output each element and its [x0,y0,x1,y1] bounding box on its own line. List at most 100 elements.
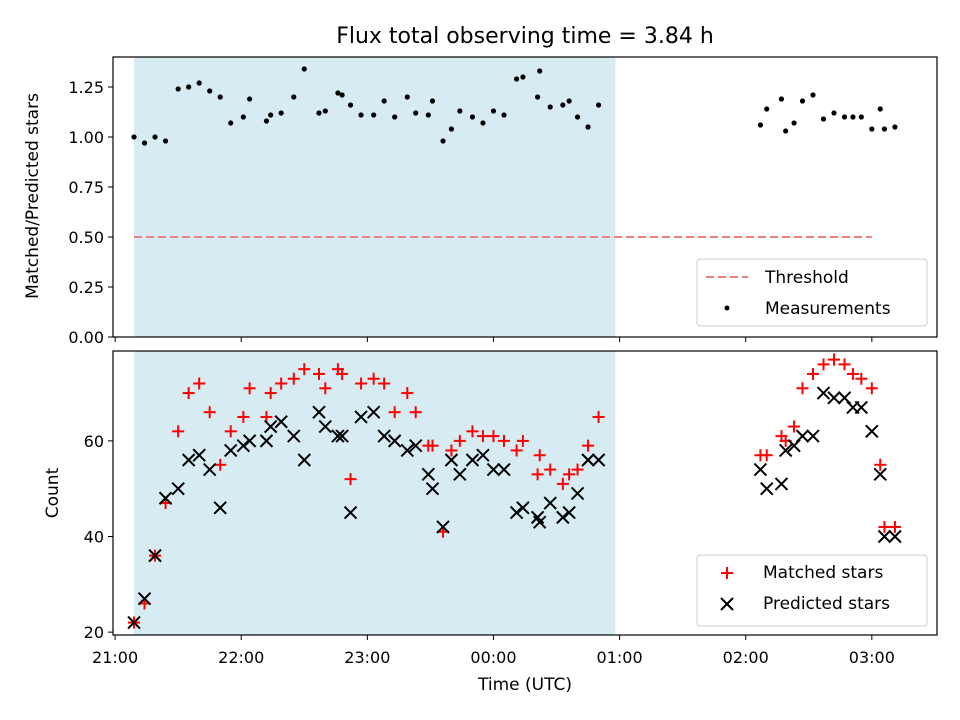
matched-star-point [865,382,878,395]
predicted-star-point [224,443,238,458]
matched-star-point [426,439,439,452]
x-tick-label: 02:00 [723,648,769,667]
predicted-star-point [453,467,467,482]
top-y-tick-label: 0.00 [68,328,104,347]
measurement-point [347,102,354,108]
matched-star-point [224,425,237,438]
top-y-tick-label: 0.50 [68,228,104,247]
matched-star-point [878,520,891,533]
legend-predicted-label: Predicted stars [763,594,890,614]
predicted-star-point [873,467,887,482]
measurement-point [448,126,455,132]
measurement-point [413,110,419,116]
measurement-point [316,110,322,116]
matched-star-point [287,372,300,385]
matched-star-point [838,358,851,371]
predicted-star-point [760,481,774,496]
predicted-star-point [137,591,152,606]
measurement-point [175,86,181,92]
measurement-point [783,128,789,134]
matched-star-point [344,473,357,486]
predicted-star-point [331,429,345,443]
matched-star-point [214,458,227,471]
predicted-star-point [865,424,879,439]
measurement-point [513,76,520,82]
matched-star-point [193,377,206,390]
measurement-point [228,120,234,126]
measurement-point [574,114,581,120]
measurement-point [535,94,541,100]
bottom-y-axis-label: Count [43,467,63,518]
predicted-star-point [516,501,530,515]
matched-star-point [237,410,250,423]
predicted-star-point [570,486,585,501]
legend-measurements-label: Measurements [765,299,891,319]
predicted-star-point [366,405,381,419]
top-axes-frame [112,56,938,338]
predicted-star-point [476,448,490,462]
matched-star-point [592,410,605,423]
predicted-star-point [354,410,368,424]
bottom-panel: Count Time (UTC) 20 40 60 21:00 22:00 23:00 0… [43,350,938,695]
measurement-point [381,98,387,104]
predicted-star-point [774,477,789,491]
matched-star-point [172,425,185,438]
measurement-point [850,114,856,120]
matched-star-points [128,353,901,629]
matched-star-point [203,406,216,419]
x-tick-label: 01:00 [597,648,643,667]
measurement-point [322,108,328,114]
legend-matched-swatch [721,567,733,579]
measurement-point [537,68,543,74]
top-y-tick-label: 0.75 [68,178,104,197]
matched-star-point [336,367,349,380]
predicted-star-point [795,429,810,443]
predicted-star-point [343,505,358,520]
matched-star-point [516,434,529,447]
matched-star-point [409,406,422,419]
matched-star-point [319,382,332,395]
matched-star-point [806,367,819,380]
measurement-point [799,98,806,104]
x-tick-label: 22:00 [218,648,264,667]
measurement-point [457,108,463,114]
matched-star-point [544,463,557,476]
predicted-star-point [192,448,206,462]
measurement-point [371,112,377,118]
measurement-point [240,114,246,120]
predicted-star-point [562,505,576,520]
matched-star-point [874,458,887,471]
matched-star-point [355,377,368,390]
matched-star-point [298,363,311,376]
predicted-star-point [377,429,391,443]
predicted-star-point [259,434,274,448]
measurement-point [429,98,436,104]
predicted-star-point [827,391,841,405]
bottom-y-ticks: 20 40 60 [84,432,113,642]
matched-star-point [788,420,801,433]
matched-star-point [264,387,277,400]
measurement-point [141,140,148,146]
matched-star-point [533,449,546,462]
measurement-point [869,126,875,132]
bottom-legend-box [696,554,928,627]
predicted-star-point [148,548,162,563]
matched-star-point [510,444,523,457]
measurement-point [501,112,507,118]
measurement-point [339,92,345,98]
measurement-point [131,134,137,140]
matched-star-point [367,372,380,385]
measurement-point [490,108,497,114]
predicted-star-point [753,462,768,477]
matched-star-point [182,387,195,400]
measurement-point [186,84,192,90]
measurement-point [595,102,602,108]
matched-star-point [571,463,584,476]
legend-threshold-label: Threshold [764,268,849,288]
predicted-star-point [158,491,173,505]
matched-star-point [855,372,868,385]
matched-star-point [445,444,458,457]
x-tick-label: 00:00 [470,648,516,667]
predicted-star-point [408,438,423,453]
predicted-star-point [274,415,288,429]
